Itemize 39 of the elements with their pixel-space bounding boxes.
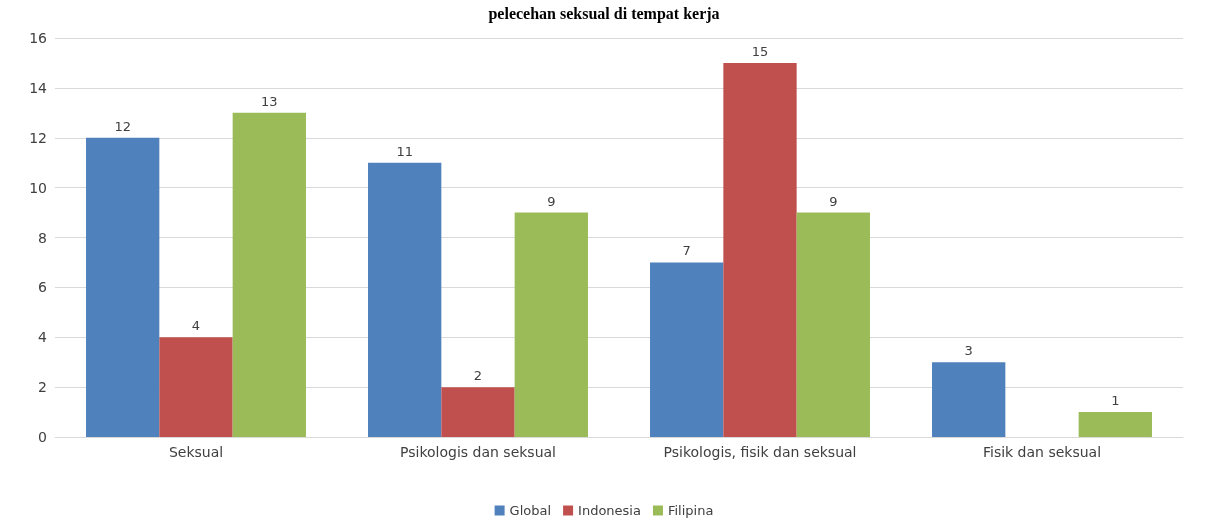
y-tick-label: 14 <box>29 79 48 96</box>
bar <box>1078 412 1152 437</box>
x-tick-label: Psikologis, fisik dan seksual <box>663 444 857 460</box>
data-label: 11 <box>396 143 413 159</box>
bar <box>723 62 797 437</box>
y-tick-label: 4 <box>38 329 48 346</box>
bar <box>86 137 160 437</box>
y-tick-label: 2 <box>38 379 47 396</box>
data-label: 13 <box>261 93 278 109</box>
x-tick-label: Fisik dan seksual <box>982 444 1102 460</box>
y-tick-label: 10 <box>29 179 47 196</box>
data-label: 12 <box>114 118 131 134</box>
data-label: 15 <box>751 43 769 59</box>
legend-label: Filipina <box>667 503 714 518</box>
legend-label: Global <box>509 503 552 518</box>
legend-label: Indonesia <box>578 503 641 518</box>
y-tick-label: 8 <box>38 229 47 246</box>
data-label: 7 <box>682 243 691 259</box>
data-label: 4 <box>191 318 201 334</box>
data-label: 2 <box>473 368 483 384</box>
bar <box>232 112 306 437</box>
bar <box>796 212 870 437</box>
bar <box>514 212 588 437</box>
y-tick-label: 12 <box>29 129 47 146</box>
bar <box>368 162 442 437</box>
x-tick-label: Seksual <box>168 444 224 460</box>
data-label: 1 <box>1111 393 1120 409</box>
data-label: 9 <box>829 193 838 209</box>
data-label: 9 <box>547 193 556 209</box>
bar <box>441 387 515 437</box>
bar <box>932 362 1006 437</box>
bar <box>159 337 233 437</box>
y-tick-label: 16 <box>29 30 48 46</box>
y-tick-label: 6 <box>38 279 48 296</box>
x-tick-label: Psikologis dan seksual <box>400 444 556 460</box>
data-label: 3 <box>964 343 973 359</box>
bar <box>650 262 724 437</box>
y-tick-label: 0 <box>38 429 47 445</box>
chart-title: pelecehan seksual di tempat kerja <box>488 4 720 23</box>
